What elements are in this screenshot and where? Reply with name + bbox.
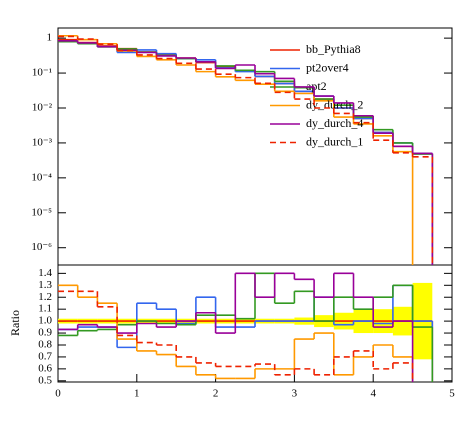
x-tick-label: 4 bbox=[370, 388, 376, 400]
y-tick-label: 10⁻² bbox=[32, 102, 53, 114]
x-tick-label: 2 bbox=[213, 388, 219, 400]
legend-label: dy_durch_1 bbox=[306, 134, 363, 148]
legend-label: dy_durch_4 bbox=[306, 116, 363, 130]
y-tick-label: 10⁻⁶ bbox=[31, 241, 52, 253]
legend-label: pt2over4 bbox=[306, 60, 349, 74]
y-tick-label: 0.9 bbox=[38, 327, 52, 339]
y-tick-label: 10⁻⁵ bbox=[31, 206, 52, 218]
legend-label: dy_durch_2 bbox=[306, 97, 363, 111]
x-tick-label: 0 bbox=[55, 388, 61, 400]
y-tick-label: 1.4 bbox=[38, 267, 52, 279]
x-tick-label: 3 bbox=[292, 388, 298, 400]
y-tick-label: 10⁻³ bbox=[32, 136, 53, 148]
y-tick-label: 10⁻⁴ bbox=[31, 171, 52, 183]
y-tick-label: 0.5 bbox=[38, 374, 52, 386]
legend-label: bb_Pythia8 bbox=[306, 42, 361, 56]
y-tick-label: 10⁻¹ bbox=[32, 67, 52, 79]
y-tick-label: 1.2 bbox=[38, 291, 52, 303]
y-tick-label: 1.3 bbox=[38, 279, 52, 291]
legend-label: apt2 bbox=[306, 79, 327, 93]
x-tick-label: 1 bbox=[134, 388, 140, 400]
x-tick-label: 5 bbox=[449, 388, 455, 400]
y-tick-label: 1 bbox=[47, 32, 53, 44]
y-tick-label: 1.0 bbox=[38, 315, 52, 327]
y-axis-label: Ratio bbox=[8, 310, 22, 336]
y-tick-label: 0.8 bbox=[38, 339, 52, 351]
y-tick-label: 0.6 bbox=[38, 362, 52, 374]
y-tick-label: 0.7 bbox=[38, 350, 52, 362]
y-tick-label: 1.1 bbox=[38, 303, 52, 315]
